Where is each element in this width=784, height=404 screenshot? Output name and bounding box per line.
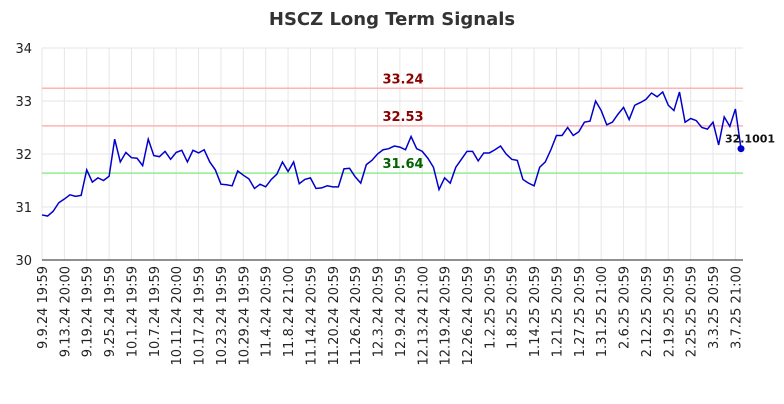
signal-label: 31.64 [382, 157, 423, 172]
x-tick-label: 12.13.24 21:00 [416, 266, 431, 366]
x-tick-label: 10.11.24 20:00 [170, 266, 185, 366]
x-tick-label: 10.29.24 19:59 [237, 266, 252, 366]
signal-label: 32.53 [382, 110, 423, 125]
x-tick-label: 2.25.25 20:59 [685, 266, 700, 357]
x-tick-label: 9.9.24 19:59 [36, 266, 51, 349]
x-tick-label: 3.3.25 20:59 [707, 266, 722, 349]
y-tick-label: 34 [15, 42, 32, 57]
x-tick-label: 12.26.24 20:59 [461, 266, 476, 366]
chart-title: HSCZ Long Term Signals [269, 9, 515, 30]
x-tick-label: 11.4.24 20:59 [260, 266, 275, 357]
x-tick-label: 2.6.25 20:59 [618, 266, 633, 349]
x-tick-label: 1.14.25 20:59 [528, 266, 543, 357]
x-tick-label: 12.3.24 20:59 [372, 266, 387, 357]
x-tick-label: 10.23.24 19:59 [215, 266, 230, 366]
x-tick-label: 1.8.25 20:59 [506, 266, 521, 349]
y-tick-label: 32 [15, 148, 32, 163]
y-tick-label: 33 [15, 95, 32, 110]
y-tick-label: 30 [15, 254, 32, 269]
last-point [737, 145, 745, 153]
x-tick-label: 12.9.24 20:59 [394, 266, 409, 357]
x-tick-label: 1.27.25 20:59 [573, 266, 588, 357]
x-tick-label: 2.12.25 20:59 [640, 266, 655, 357]
x-tick-label: 10.17.24 19:59 [193, 266, 208, 366]
x-tick-label: 9.25.24 19:59 [103, 266, 118, 357]
x-tick-label: 2.19.25 20:59 [662, 266, 677, 357]
x-tick-label: 1.31.25 21:00 [595, 266, 610, 357]
signal-label: 33.24 [382, 72, 423, 87]
x-tick-label: 10.7.24 19:59 [148, 266, 163, 357]
x-tick-label: 9.19.24 19:59 [81, 266, 96, 357]
x-tick-label: 12.19.24 20:59 [439, 266, 454, 366]
x-tick-label: 3.7.25 21:00 [729, 266, 744, 349]
y-tick-label: 31 [15, 201, 32, 216]
x-tick-label: 11.20.24 20:59 [327, 266, 342, 366]
price-line [41, 90, 742, 217]
x-tick-label: 9.13.24 20:00 [58, 266, 73, 357]
x-tick-label: 11.26.24 20:59 [349, 266, 364, 366]
x-tick-label: 11.8.24 21:00 [282, 266, 297, 357]
x-tick-label: 1.2.25 20:59 [483, 266, 498, 349]
x-tick-label: 11.14.24 20:59 [304, 266, 319, 366]
x-tick-label: 10.1.24 19:59 [125, 266, 140, 357]
last-value-label: 32.1001 [725, 133, 775, 146]
x-tick-label: 1.21.25 20:59 [550, 266, 565, 357]
